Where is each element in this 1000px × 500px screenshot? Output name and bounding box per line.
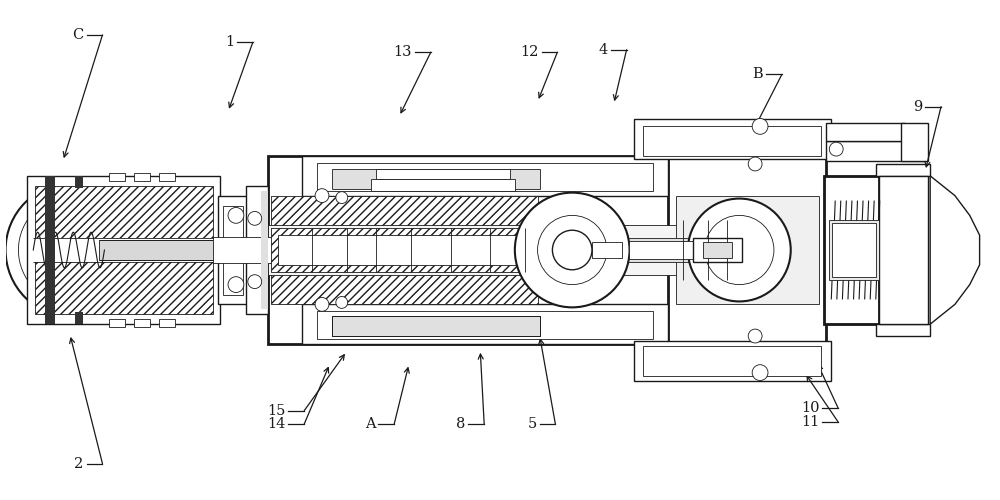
Bar (376, 169, 510, 179)
Text: 2: 2 (74, 456, 84, 470)
Text: 4: 4 (599, 43, 608, 57)
Bar (371, 179, 515, 190)
Circle shape (515, 192, 630, 308)
Polygon shape (930, 176, 980, 324)
Bar (159, 319, 175, 327)
Bar (271, 250, 538, 304)
Bar (159, 173, 175, 181)
Circle shape (315, 188, 329, 202)
Bar (271, 196, 538, 250)
Bar (109, 319, 125, 327)
Bar (213, 237, 300, 263)
Bar (876, 324, 930, 336)
Circle shape (538, 216, 607, 284)
Text: B: B (752, 68, 763, 82)
Bar (261, 190, 268, 310)
Circle shape (248, 274, 262, 288)
Bar (223, 206, 243, 294)
Circle shape (829, 142, 843, 156)
Circle shape (552, 230, 592, 270)
Bar (668, 156, 826, 344)
Bar (832, 224, 876, 276)
Circle shape (336, 192, 348, 203)
Bar (634, 341, 831, 380)
Bar (879, 176, 928, 324)
Bar (826, 124, 905, 141)
Text: 12: 12 (520, 45, 539, 59)
Bar (703, 242, 732, 258)
Circle shape (748, 157, 762, 171)
Circle shape (748, 329, 762, 343)
Bar (302, 304, 668, 344)
Bar (824, 176, 879, 324)
Bar (824, 176, 879, 324)
Bar (876, 164, 930, 176)
Text: 5: 5 (527, 417, 537, 431)
Bar (268, 156, 762, 344)
Circle shape (688, 198, 791, 302)
Bar (643, 126, 821, 156)
Circle shape (705, 216, 774, 284)
Text: A: A (365, 417, 375, 431)
Bar (35, 186, 213, 240)
Bar (109, 173, 125, 181)
Circle shape (752, 364, 768, 380)
Bar (629, 241, 718, 259)
Circle shape (228, 208, 244, 224)
Bar (75, 176, 83, 188)
Bar (317, 163, 653, 190)
Text: C: C (72, 28, 84, 42)
Circle shape (752, 118, 768, 134)
Bar (99, 240, 223, 260)
Bar (619, 238, 727, 262)
Text: 8: 8 (456, 417, 465, 431)
Bar (271, 228, 533, 272)
Bar (27, 176, 220, 324)
Bar (332, 316, 540, 336)
Text: 11: 11 (801, 415, 819, 429)
Bar (332, 169, 540, 188)
Text: 13: 13 (393, 45, 412, 59)
Bar (693, 238, 742, 262)
Text: 10: 10 (801, 401, 819, 415)
Circle shape (228, 276, 244, 292)
Bar (75, 312, 83, 324)
Bar (829, 220, 879, 280)
Text: 1: 1 (225, 36, 234, 50)
Bar (134, 173, 150, 181)
Bar (268, 226, 762, 274)
Bar (45, 176, 55, 324)
Bar (634, 120, 831, 159)
Bar (246, 186, 268, 314)
Bar (134, 319, 150, 327)
Text: 9: 9 (913, 100, 922, 114)
Bar (592, 242, 622, 258)
Bar (35, 260, 213, 314)
Bar (826, 141, 925, 161)
Circle shape (6, 183, 140, 317)
Circle shape (18, 196, 127, 304)
Bar (302, 156, 668, 196)
Bar (218, 196, 248, 304)
Text: 14: 14 (267, 417, 285, 431)
Circle shape (315, 298, 329, 312)
Bar (33, 238, 216, 262)
Text: 15: 15 (267, 404, 285, 417)
Bar (278, 235, 530, 265)
Bar (900, 124, 928, 161)
Circle shape (336, 296, 348, 308)
Circle shape (248, 212, 262, 226)
Bar (643, 346, 821, 376)
Bar (332, 316, 540, 336)
Bar (676, 196, 819, 304)
Bar (317, 312, 653, 339)
